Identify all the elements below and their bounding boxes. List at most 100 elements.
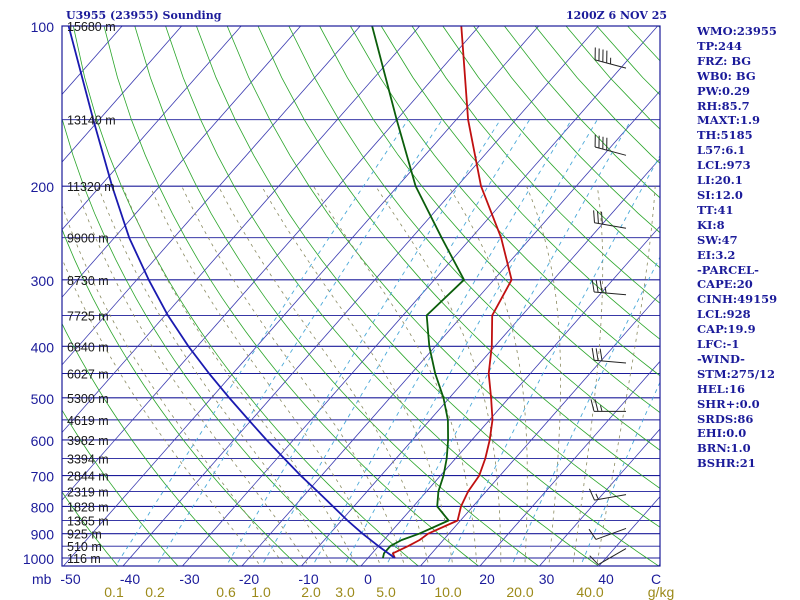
index-item: SHR+:0.0 (697, 396, 760, 411)
mixing-ratio-line (260, 119, 530, 566)
index-item: TH:5185 (697, 128, 753, 143)
index-item: SRDS:86 (697, 411, 754, 426)
height-label: 3982 m (67, 434, 109, 448)
mixing-ratio-line (115, 119, 409, 566)
moist-adiabat-line (313, 185, 478, 566)
dry-adiabat-line (134, 26, 540, 566)
dry-adiabat-line (411, 26, 660, 304)
mixing-ratio-line (225, 119, 501, 566)
dry-adiabat-line (226, 26, 660, 528)
isotherm-line (0, 26, 3, 569)
wind-barb-staff (594, 146, 627, 156)
height-label: 9900 m (67, 232, 109, 246)
wind-barb-flag (595, 493, 599, 500)
height-label: 4619 m (67, 414, 109, 428)
mixing-ratio-tick-label: 2.0 (301, 584, 321, 600)
mixing-ratio-tick-label: 5.0 (376, 584, 396, 600)
dry-adiabat-line (62, 491, 119, 566)
temperature-trace (391, 26, 513, 559)
moist-adiabat-line (62, 204, 285, 566)
isotherm-line (62, 26, 182, 163)
wind-barb (591, 347, 627, 364)
wind-barb (593, 210, 627, 229)
dry-adiabat-line (103, 26, 480, 566)
pressure-axis-label: mb (32, 571, 52, 587)
isotherm-line (62, 26, 480, 501)
wind-barb (594, 47, 627, 69)
wind-barb-staff (598, 548, 627, 566)
mixing-ratio-tick-label: 1.0 (251, 584, 271, 600)
height-label: 5300 m (67, 392, 109, 406)
wind-barb-flag (595, 348, 599, 361)
mixing-ratio-line (385, 119, 632, 566)
dry-adiabat-line (62, 322, 239, 566)
wind-barb-flag (599, 280, 603, 293)
dry-adiabat-line (288, 26, 660, 451)
pressure-tick-label: 500 (31, 391, 55, 407)
wind-barb-flag (588, 488, 595, 501)
dewpoint-trace (371, 26, 465, 559)
valid-time: 1200Z 6 NOV 25 (566, 9, 668, 22)
height-label: 116 m (67, 552, 101, 566)
height-label: 15680 m (67, 20, 116, 34)
pressure-tick-label: 100 (31, 19, 55, 35)
index-item: HEL:16 (697, 381, 745, 396)
wind-barb-staff (595, 527, 627, 540)
mixing-ratio-line (446, 154, 660, 566)
isotherm-line (419, 293, 660, 566)
moist-adiabat-line (572, 186, 604, 566)
wind-barb-flag (590, 399, 595, 412)
height-label: 510 m (67, 540, 102, 554)
plot-frame (61, 25, 661, 567)
mixing-ratio-tick-label: 10.0 (434, 584, 461, 600)
height-label: 925 m (67, 528, 102, 542)
index-item: CAP:19.9 (697, 322, 756, 337)
height-label: 11320 m (67, 180, 115, 194)
dry-adiabat-line (196, 26, 660, 566)
wind-barb-flag (593, 210, 595, 223)
isotherm-line (181, 26, 658, 566)
temperature-tick-label: -10 (298, 571, 318, 587)
index-item: KI:8 (697, 217, 725, 232)
wind-barb (594, 134, 627, 156)
index-item: MAXT:1.9 (697, 113, 760, 128)
mixing-ratio-tick-label: 40.0 (576, 584, 603, 600)
index-item: SI:12.0 (697, 187, 743, 202)
mixing-ratio-tick-label: 3.0 (335, 584, 355, 600)
indices-panel: WMO:23955 TP:244 FRZ: BG WB0: BG PW:0.29 RH:8… (697, 24, 797, 471)
moist-adiabat-line (596, 186, 656, 566)
wind-barb-staff (594, 359, 627, 364)
moist-adiabat-line (122, 185, 357, 566)
dry-adiabat-line (442, 26, 660, 269)
isotherm-line (300, 157, 660, 566)
moist-adiabat-line (181, 185, 406, 566)
temperature-tick-label: 10 (420, 571, 436, 587)
mixing-ratio-line (155, 119, 443, 566)
dry-adiabat-line (380, 26, 660, 340)
temperature-tick-label: -50 (60, 571, 80, 587)
isotherm-line (62, 26, 301, 298)
temperature-axis-label: C (651, 571, 661, 587)
wind-barb-flag (599, 348, 603, 361)
dry-adiabat-line (62, 228, 299, 566)
dry-adiabat-line (62, 116, 359, 566)
wind-barb (588, 488, 627, 501)
index-item: TT:41 (697, 202, 734, 217)
temperature-tick-label: 20 (479, 571, 495, 587)
pressure-tick-label: 200 (31, 179, 55, 195)
isotherm-line (538, 428, 660, 566)
moist-adiabat-line (526, 185, 561, 566)
index-item: RH:85.7 (697, 98, 750, 113)
parcel-trace (67, 26, 396, 559)
index-item: CINH:49159 (697, 292, 778, 307)
mixing-ratio-line (312, 119, 572, 566)
isotherm-line (122, 26, 599, 566)
mixing-ratio-unit-label: g/kg (648, 584, 674, 600)
dry-adiabat-line (165, 26, 600, 566)
index-item: SW:47 (697, 232, 738, 247)
wind-barb-staff (594, 291, 627, 296)
pressure-tick-label: 800 (31, 499, 55, 515)
wind-barb-flag (600, 405, 603, 412)
chart-title: U3955 (23955) Sounding (66, 9, 222, 22)
